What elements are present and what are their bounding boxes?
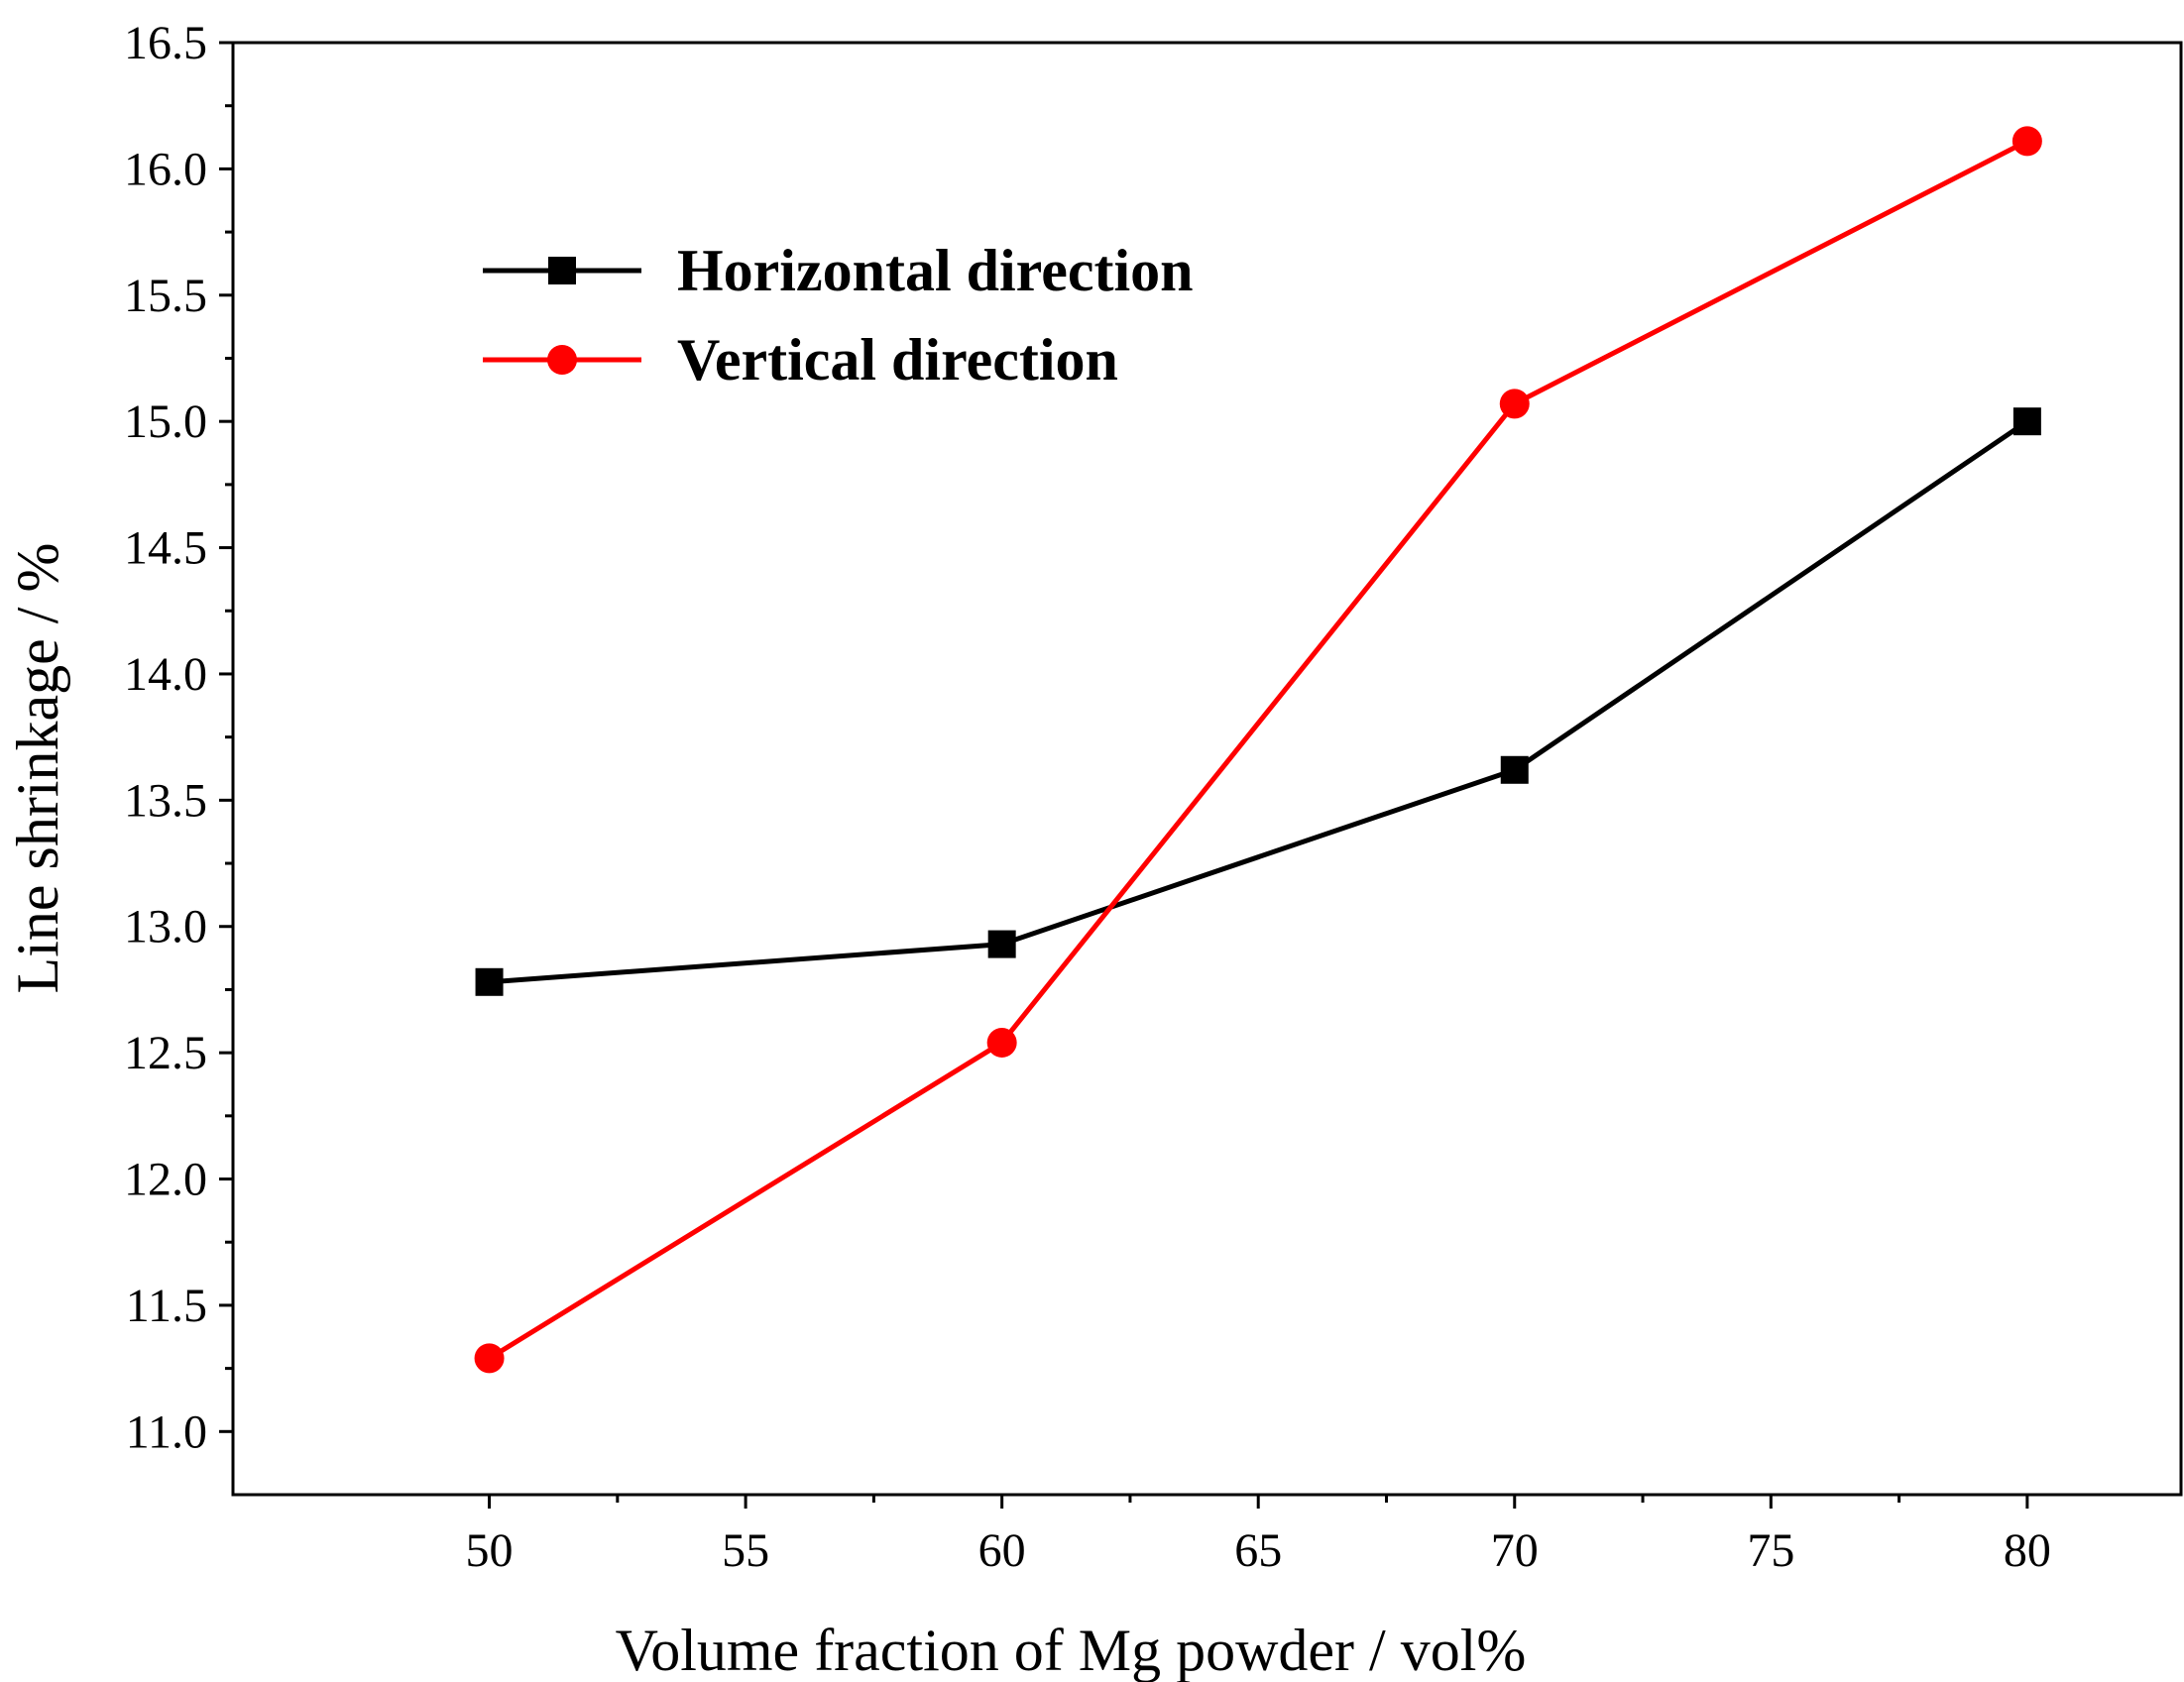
data-point xyxy=(475,967,504,996)
y-tick-label: 15.0 xyxy=(124,395,207,448)
x-axis-title: Volume fraction of Mg powder / vol% xyxy=(616,1618,1527,1682)
x-tick-label: 75 xyxy=(1747,1524,1794,1577)
legend-marker xyxy=(547,345,577,375)
x-tick-label: 50 xyxy=(466,1524,514,1577)
y-tick-label: 12.0 xyxy=(124,1154,207,1206)
x-tick-label: 80 xyxy=(2004,1524,2051,1577)
y-axis-title: Line shrinkage / % xyxy=(5,543,70,994)
y-tick-label: 13.5 xyxy=(124,774,207,827)
x-axis-ticks: 50 55 60 65 70 75 80 xyxy=(466,1495,2051,1577)
x-tick-label: 65 xyxy=(1234,1524,1282,1577)
legend-label: Vertical direction xyxy=(677,327,1118,392)
x-tick-label: 70 xyxy=(1491,1524,1539,1577)
data-point xyxy=(987,930,1016,958)
legend: Horizontal direction Vertical direction xyxy=(483,238,1194,392)
y-tick-label: 11.5 xyxy=(126,1280,207,1332)
plot-frame xyxy=(231,41,2183,1497)
series-1 xyxy=(475,407,2041,996)
series-2 xyxy=(474,126,2042,1374)
y-tick-label: 16.0 xyxy=(124,143,207,195)
y-tick-label: 11.0 xyxy=(126,1405,207,1458)
y-tick-label: 14.5 xyxy=(124,522,207,575)
series-layer xyxy=(474,126,2042,1374)
data-point xyxy=(474,1343,505,1374)
data-point xyxy=(2012,126,2042,157)
y-tick-label: 15.5 xyxy=(124,270,207,322)
legend-marker xyxy=(548,257,576,284)
x-tick-label: 60 xyxy=(978,1524,1026,1577)
data-point xyxy=(1500,755,1529,784)
y-axis-ticks: 11.0 11.5 12.0 12.5 13.0 13.5 14.0 14.5 15.0 15.5… xyxy=(124,17,233,1458)
y-tick-label: 12.5 xyxy=(124,1027,207,1079)
data-point xyxy=(1499,389,1530,419)
x-tick-label: 55 xyxy=(722,1524,769,1577)
data-point xyxy=(2012,407,2041,436)
y-tick-label: 13.0 xyxy=(124,901,207,953)
series-line xyxy=(488,139,2029,1361)
data-point xyxy=(986,1027,1017,1058)
series-line xyxy=(489,419,2029,985)
y-tick-label: 16.5 xyxy=(124,17,207,69)
y-tick-label: 14.0 xyxy=(124,648,207,701)
legend-label: Horizontal direction xyxy=(677,238,1194,303)
